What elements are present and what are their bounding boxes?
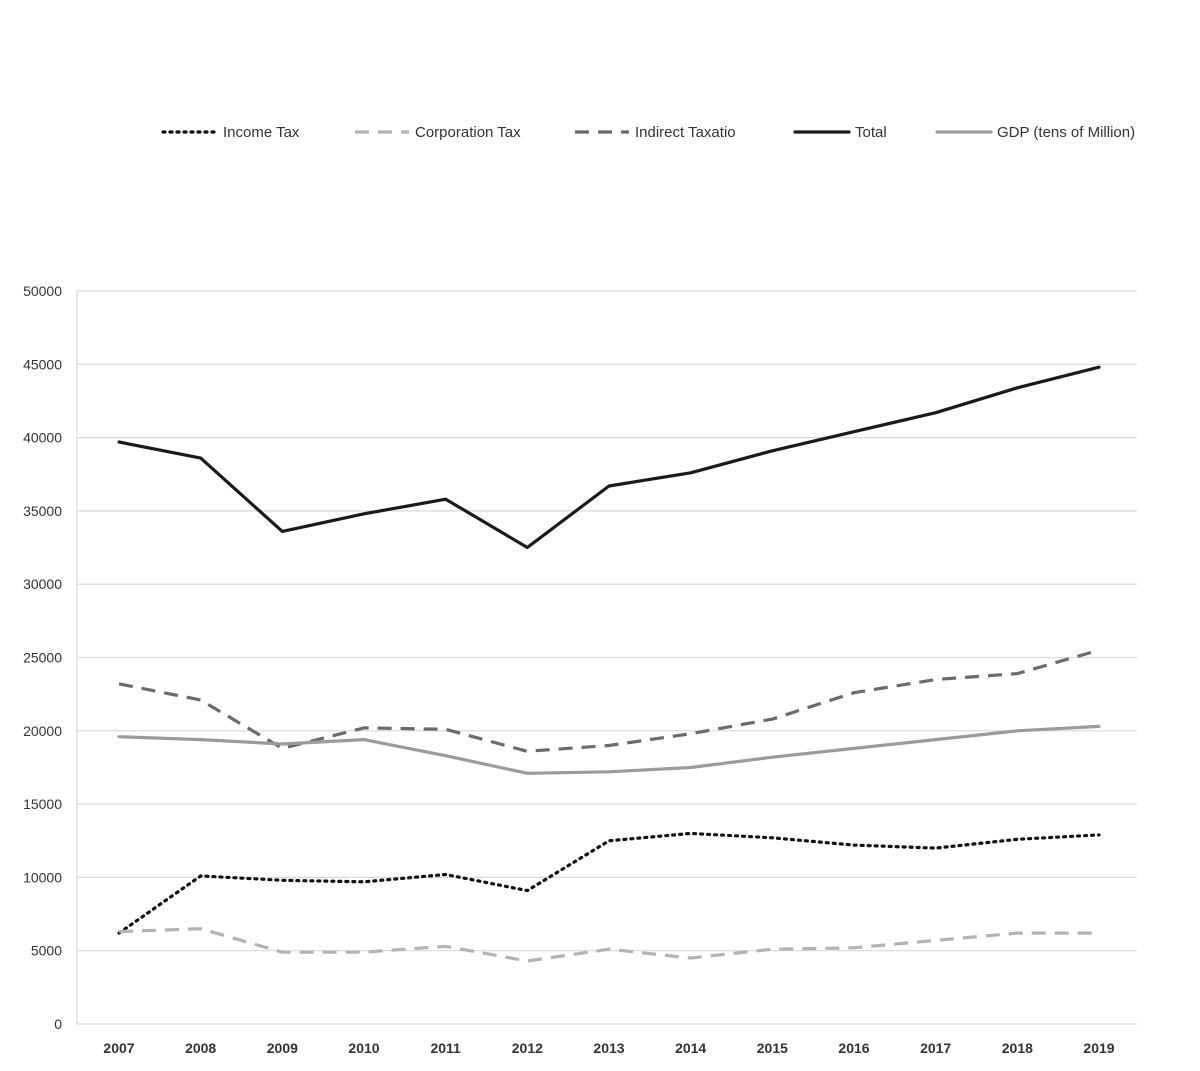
y-tick-label: 20000: [23, 723, 62, 739]
x-tick-label: 2016: [838, 1040, 869, 1056]
x-tick-label: 2019: [1083, 1040, 1114, 1056]
gridlines: [76, 290, 1137, 1025]
x-tick-label: 2012: [512, 1040, 543, 1056]
legend-label: Income Tax: [223, 124, 300, 141]
y-tick-label: 30000: [23, 576, 62, 592]
y-tick-label: 45000: [23, 356, 62, 372]
y-tick-label: 0: [54, 1016, 62, 1032]
x-tick-label: 2007: [103, 1040, 134, 1056]
y-tick-label: 40000: [23, 430, 62, 446]
x-tick-label: 2017: [920, 1040, 951, 1056]
legend-label: Corporation Tax: [415, 124, 521, 141]
series-lines: [117, 365, 1101, 963]
y-axis-ticks: 0 5000 10000 15000 20000 25000 30000 35000 40000…: [23, 283, 62, 1032]
series-line-corporation-tax: [118, 927, 1099, 963]
legend-label: GDP (tens of Million): [997, 124, 1135, 141]
x-tick-label: 2018: [1002, 1040, 1033, 1056]
y-tick-label: 5000: [31, 943, 62, 959]
x-tick-label: 2009: [267, 1040, 298, 1056]
y-tick-label: 35000: [23, 503, 62, 519]
series-line-indirect-taxatio: [118, 648, 1100, 753]
y-tick-label: 50000: [23, 283, 62, 299]
x-tick-label: 2013: [593, 1040, 624, 1056]
series-line-income-tax: [117, 831, 1101, 935]
legend-label: Indirect Taxatio: [635, 124, 736, 141]
series-line-gdp-tens-of-million: [117, 724, 1101, 775]
x-tick-label: 2014: [675, 1040, 706, 1056]
y-tick-label: 10000: [23, 869, 62, 885]
x-tick-label: 2015: [757, 1040, 788, 1056]
y-tick-label: 15000: [23, 796, 62, 812]
x-tick-label: 2008: [185, 1040, 216, 1056]
x-axis-ticks: 2007 2008 2009 2010 2011 2012 2013 2014 2015 2016…: [103, 1040, 1114, 1056]
series-line-total: [117, 365, 1101, 550]
legend-label: Total: [855, 124, 887, 141]
legend: Income Tax Corporation Tax Indirect Taxati…: [161, 124, 1135, 141]
y-tick-label: 25000: [23, 650, 62, 666]
x-tick-label: 2010: [348, 1040, 379, 1056]
x-tick-label: 2011: [430, 1040, 461, 1056]
